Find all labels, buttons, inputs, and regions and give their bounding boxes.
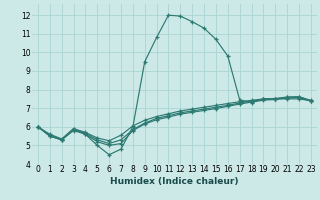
X-axis label: Humidex (Indice chaleur): Humidex (Indice chaleur): [110, 177, 239, 186]
